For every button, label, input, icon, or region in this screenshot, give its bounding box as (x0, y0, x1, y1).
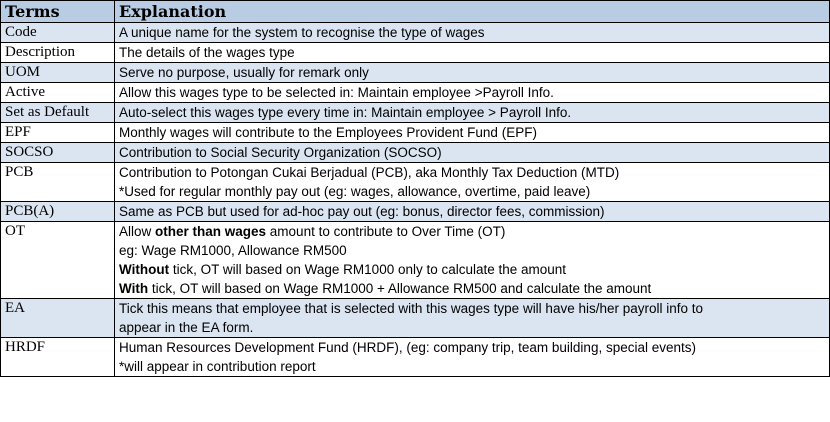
explanation-line: Without tick, OT will based on Wage RM10… (119, 260, 825, 279)
explanation-cell: A unique name for the system to recognis… (114, 22, 830, 43)
term-cell: HRDF (0, 337, 115, 377)
explanation-line: Same as PCB but used for ad-hoc pay out … (119, 204, 605, 219)
table-row: Description The details of the wages typ… (0, 42, 830, 63)
explanation-line: Contribution to Social Security Organiza… (119, 145, 442, 160)
header-row: Terms Explanation (0, 0, 830, 23)
explanation-cell: Tick this means that employee that is se… (114, 298, 830, 338)
explanation-line: Tick this means that employee that is se… (119, 301, 704, 316)
terms-table: Terms Explanation Code A unique name for… (0, 0, 830, 377)
table-row: HRDF Human Resources Development Fund (H… (0, 337, 830, 377)
table-row: OT Allow other than wages amount to cont… (0, 221, 830, 299)
term-cell: EPF (0, 122, 115, 143)
bold-fragment: With (119, 281, 149, 296)
explanation-line: Serve no purpose, usually for remark onl… (119, 65, 369, 80)
text-fragment: tick, OT will based on Wage RM1000 only … (169, 262, 567, 277)
term-cell: SOCSO (0, 142, 115, 163)
explanation-line: Contribution to Potongan Cukai Berjadual… (119, 165, 620, 180)
header-terms: Terms (0, 0, 115, 23)
term-cell: PCB(A) (0, 201, 115, 222)
explanation-cell: Same as PCB but used for ad-hoc pay out … (114, 201, 830, 222)
explanation-cell: Serve no purpose, usually for remark onl… (114, 62, 830, 83)
text-fragment: Allow (119, 224, 156, 239)
table-row: PCB Contribution to Potongan Cukai Berja… (0, 162, 830, 202)
term-cell: Code (0, 22, 115, 43)
explanation-cell: Contribution to Social Security Organiza… (114, 142, 830, 163)
explanation-line: Monthly wages will contribute to the Emp… (119, 125, 537, 140)
explanation-cell: The details of the wages type (114, 42, 830, 63)
bold-fragment: Without (119, 262, 170, 277)
explanation-cell: Contribution to Potongan Cukai Berjadual… (114, 162, 830, 202)
explanation-cell: Monthly wages will contribute to the Emp… (114, 122, 830, 143)
table-row: UOM Serve no purpose, usually for remark… (0, 62, 830, 83)
explanation-cell: Human Resources Development Fund (HRDF),… (114, 337, 830, 377)
explanation-line: Human Resources Development Fund (HRDF),… (119, 340, 696, 355)
explanation-line: With tick, OT will based on Wage RM1000 … (119, 279, 825, 298)
text-fragment: amount to contribute to Over Time (OT) (266, 224, 506, 239)
table-row: Code A unique name for the system to rec… (0, 22, 830, 43)
explanation-line: eg: Wage RM1000, Allowance RM500 (119, 243, 347, 258)
explanation-line: Auto-select this wages type every time i… (119, 105, 572, 120)
table-row: EPF Monthly wages will contribute to the… (0, 122, 830, 143)
term-cell: OT (0, 221, 115, 299)
explanation-cell: Allow this wages type to be selected in:… (114, 82, 830, 103)
explanation-line: appear in the EA form. (119, 320, 254, 335)
bold-fragment: other than wages (155, 224, 267, 239)
table-row: SOCSO Contribution to Social Security Or… (0, 142, 830, 163)
term-cell: PCB (0, 162, 115, 202)
table-row: Active Allow this wages type to be selec… (0, 82, 830, 103)
explanation-line: *will appear in contribution report (119, 359, 316, 374)
explanation-line: Allow this wages type to be selected in:… (119, 85, 554, 100)
term-cell: Set as Default (0, 102, 115, 123)
text-fragment: tick, OT will based on Wage RM1000 + All… (148, 281, 652, 296)
explanation-cell: Allow other than wages amount to contrib… (114, 221, 830, 299)
term-cell: EA (0, 298, 115, 338)
table-row: EA Tick this means that employee that is… (0, 298, 830, 338)
explanation-line: *Used for regular monthly pay out (eg: w… (119, 184, 591, 199)
term-cell: Active (0, 82, 115, 103)
term-cell: Description (0, 42, 115, 63)
explanation-line: Allow other than wages amount to contrib… (119, 222, 825, 241)
explanation-line: The details of the wages type (119, 45, 295, 60)
table-row: Set as Default Auto-select this wages ty… (0, 102, 830, 123)
header-explanation: Explanation (114, 0, 830, 23)
explanation-cell: Auto-select this wages type every time i… (114, 102, 830, 123)
table-row: PCB(A) Same as PCB but used for ad-hoc p… (0, 201, 830, 222)
term-cell: UOM (0, 62, 115, 83)
explanation-line: A unique name for the system to recognis… (119, 25, 485, 40)
